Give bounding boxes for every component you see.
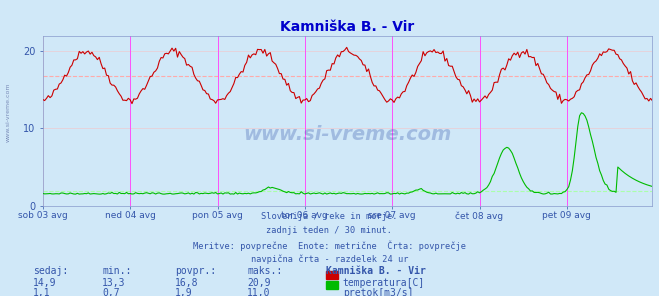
Text: sedaj:: sedaj: <box>33 266 68 276</box>
Text: zadnji teden / 30 minut.: zadnji teden / 30 minut. <box>266 226 393 235</box>
Text: Meritve: povprečne  Enote: metrične  Črta: povprečje: Meritve: povprečne Enote: metrične Črta:… <box>193 240 466 250</box>
Text: maks.:: maks.: <box>247 266 282 276</box>
Text: www.si-vreme.com: www.si-vreme.com <box>243 125 452 144</box>
Text: min.:: min.: <box>102 266 132 276</box>
Text: 16,8: 16,8 <box>175 278 198 288</box>
Text: Slovenija / reke in morje.: Slovenija / reke in morje. <box>261 212 398 221</box>
Text: 1,1: 1,1 <box>33 288 51 296</box>
Text: 1,9: 1,9 <box>175 288 192 296</box>
Text: navpična črta - razdelek 24 ur: navpična črta - razdelek 24 ur <box>251 254 408 264</box>
Text: temperatura[C]: temperatura[C] <box>343 278 425 288</box>
Text: www.si-vreme.com: www.si-vreme.com <box>6 83 11 142</box>
Text: 14,9: 14,9 <box>33 278 57 288</box>
Text: 13,3: 13,3 <box>102 278 126 288</box>
Text: povpr.:: povpr.: <box>175 266 215 276</box>
Title: Kamniška B. - Vir: Kamniška B. - Vir <box>281 20 415 34</box>
Text: Kamniška B. - Vir: Kamniška B. - Vir <box>326 266 426 276</box>
Text: 11,0: 11,0 <box>247 288 271 296</box>
Text: 20,9: 20,9 <box>247 278 271 288</box>
Text: pretok[m3/s]: pretok[m3/s] <box>343 288 413 296</box>
Text: 0,7: 0,7 <box>102 288 120 296</box>
